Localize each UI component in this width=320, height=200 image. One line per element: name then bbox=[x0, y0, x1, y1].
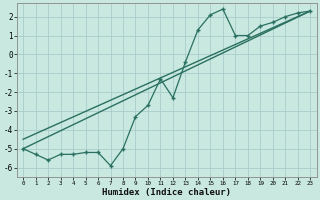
X-axis label: Humidex (Indice chaleur): Humidex (Indice chaleur) bbox=[102, 188, 231, 197]
